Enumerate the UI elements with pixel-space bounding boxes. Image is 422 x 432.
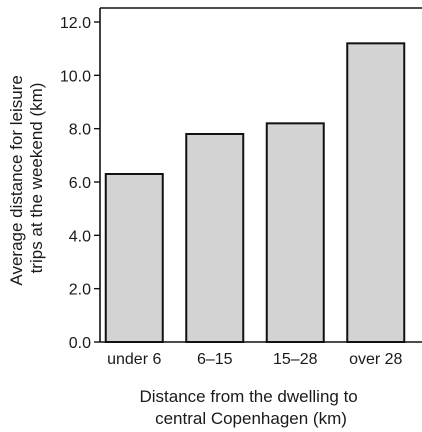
y-axis: 0.0 2.0 4.0 6.0 8.0 10.0 12.0 xyxy=(60,7,422,352)
x-tick-label: 15–28 xyxy=(273,351,318,368)
y-axis-title-line-1: Average distance for leisure xyxy=(7,75,26,285)
bar-3 xyxy=(346,42,406,343)
x-axis: under 6 6–15 15–28 over 28 xyxy=(100,341,422,368)
bars xyxy=(104,42,406,344)
bar-2 xyxy=(265,122,325,344)
bar-1 xyxy=(185,133,245,343)
y-tick-label: 8.0 xyxy=(69,122,91,139)
y-axis-title: Average distance for leisure trips at th… xyxy=(7,70,46,285)
y-tick-label: 12.0 xyxy=(60,15,91,32)
x-axis-title-line-1: Distance from the dwelling to xyxy=(139,387,357,406)
bar-0 xyxy=(104,173,164,343)
y-tick-label: 4.0 xyxy=(69,228,91,245)
x-tick-label: 6–15 xyxy=(197,351,233,368)
y-tick-label: 0.0 xyxy=(69,335,91,352)
x-axis-title-line-2: central Copenhagen (km) xyxy=(155,409,347,428)
y-tick-label: 10.0 xyxy=(60,68,91,85)
x-tick-label: under 6 xyxy=(107,351,161,368)
y-tick-label: 6.0 xyxy=(69,175,91,192)
x-axis-title: Distance from the dwelling to central Co… xyxy=(139,387,362,428)
x-tick-label: over 28 xyxy=(349,351,402,368)
y-tick-label: 2.0 xyxy=(69,282,91,299)
y-axis-title-line-2: trips at the weekend (km) xyxy=(27,83,46,274)
